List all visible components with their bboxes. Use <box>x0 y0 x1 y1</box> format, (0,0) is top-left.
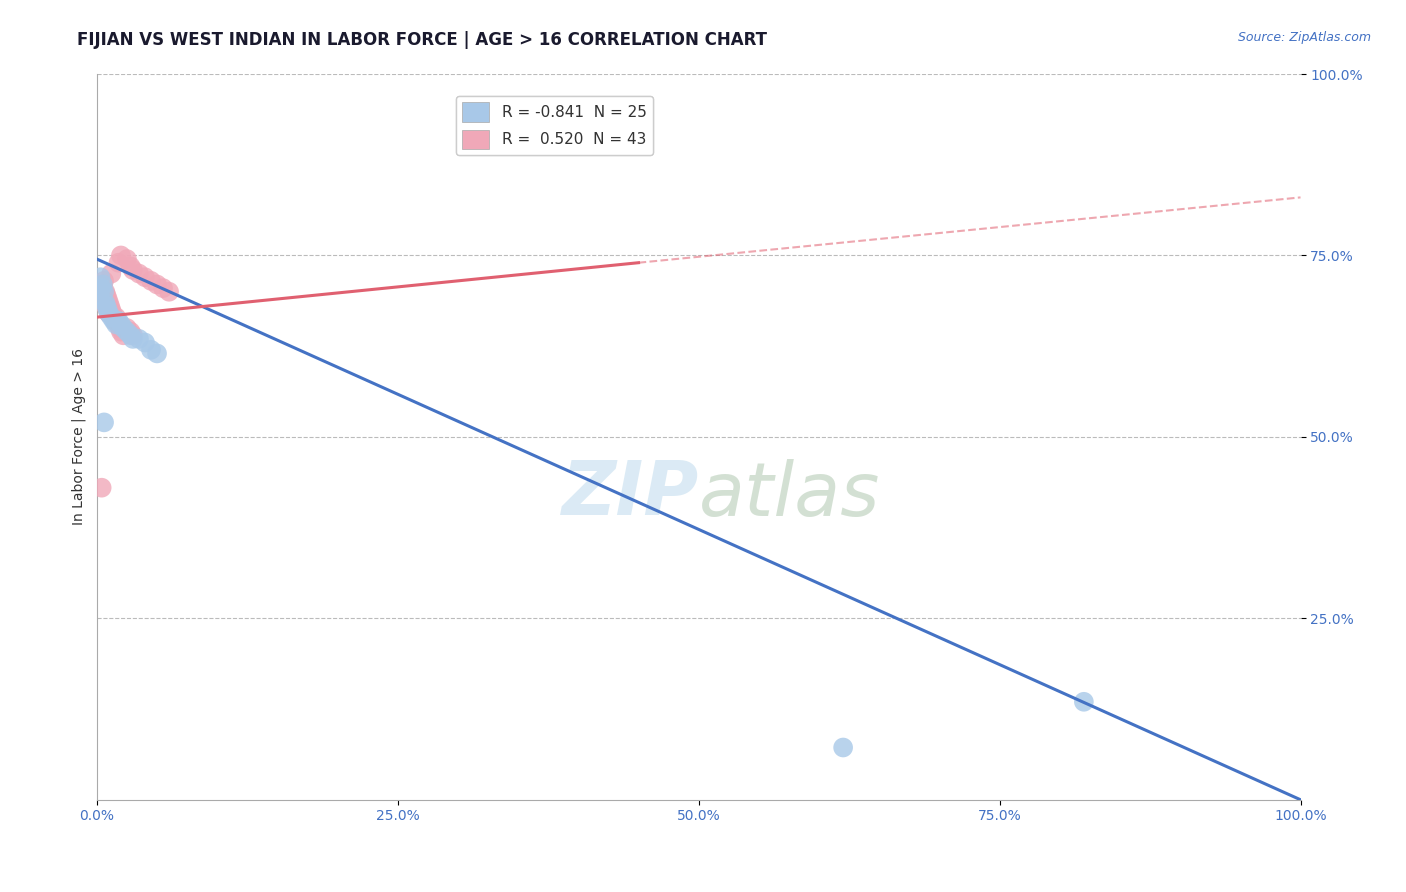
Point <box>94 285 117 299</box>
Point <box>157 285 180 299</box>
Point <box>93 416 115 430</box>
Point <box>110 318 132 332</box>
Text: Source: ZipAtlas.com: Source: ZipAtlas.com <box>1237 31 1371 45</box>
Point <box>100 302 122 317</box>
Point <box>97 302 120 317</box>
Text: FIJIAN VS WEST INDIAN IN LABOR FORCE | AGE > 16 CORRELATION CHART: FIJIAN VS WEST INDIAN IN LABOR FORCE | A… <box>77 31 768 49</box>
Point <box>122 328 145 343</box>
Point <box>100 310 122 325</box>
Point <box>108 321 131 335</box>
Point <box>105 310 128 325</box>
Point <box>89 292 111 306</box>
Point <box>134 335 156 350</box>
Point <box>101 306 124 320</box>
Point <box>115 325 138 339</box>
Point <box>97 302 120 317</box>
Point <box>94 295 117 310</box>
Point <box>120 325 142 339</box>
Point <box>107 314 129 328</box>
Point <box>128 267 150 281</box>
Point <box>96 299 118 313</box>
Point <box>98 299 121 313</box>
Point <box>97 306 120 320</box>
Y-axis label: In Labor Force | Age > 16: In Labor Force | Age > 16 <box>72 349 86 525</box>
Point <box>96 288 118 302</box>
Point <box>91 285 114 299</box>
Point <box>1073 695 1095 709</box>
Point <box>97 306 120 320</box>
Text: atlas: atlas <box>699 459 880 531</box>
Point <box>89 288 111 302</box>
Point <box>93 274 115 288</box>
Point <box>97 295 120 310</box>
Point <box>115 252 138 266</box>
Point <box>122 263 145 277</box>
Point <box>105 318 128 332</box>
Point <box>90 295 112 310</box>
Point <box>90 281 112 295</box>
Point <box>105 314 128 328</box>
Point <box>120 328 142 343</box>
Point <box>91 277 114 292</box>
Text: ZIP: ZIP <box>561 458 699 532</box>
Point <box>103 310 125 325</box>
Point <box>93 288 115 302</box>
Point <box>100 267 122 281</box>
Point <box>110 248 132 262</box>
Point <box>89 270 111 285</box>
Point <box>97 292 120 306</box>
Point <box>112 321 135 335</box>
Point <box>139 343 162 357</box>
Point <box>146 346 169 360</box>
Point <box>91 277 114 292</box>
Point <box>832 740 855 755</box>
Point <box>115 321 138 335</box>
Point <box>103 314 125 328</box>
Point <box>93 285 115 299</box>
Point <box>107 318 129 332</box>
Point <box>134 270 156 285</box>
Point <box>139 274 162 288</box>
Point <box>107 256 129 270</box>
Point <box>146 277 169 292</box>
Point <box>128 332 150 346</box>
Point <box>120 260 142 274</box>
Point <box>87 285 110 299</box>
Point <box>112 328 135 343</box>
Legend: R = -0.841  N = 25, R =  0.520  N = 43: R = -0.841 N = 25, R = 0.520 N = 43 <box>456 96 652 155</box>
Point <box>96 299 118 313</box>
Point <box>104 314 127 328</box>
Point <box>110 325 132 339</box>
Point <box>90 481 112 495</box>
Point <box>122 332 145 346</box>
Point <box>94 295 117 310</box>
Point <box>152 281 174 295</box>
Point <box>89 288 111 302</box>
